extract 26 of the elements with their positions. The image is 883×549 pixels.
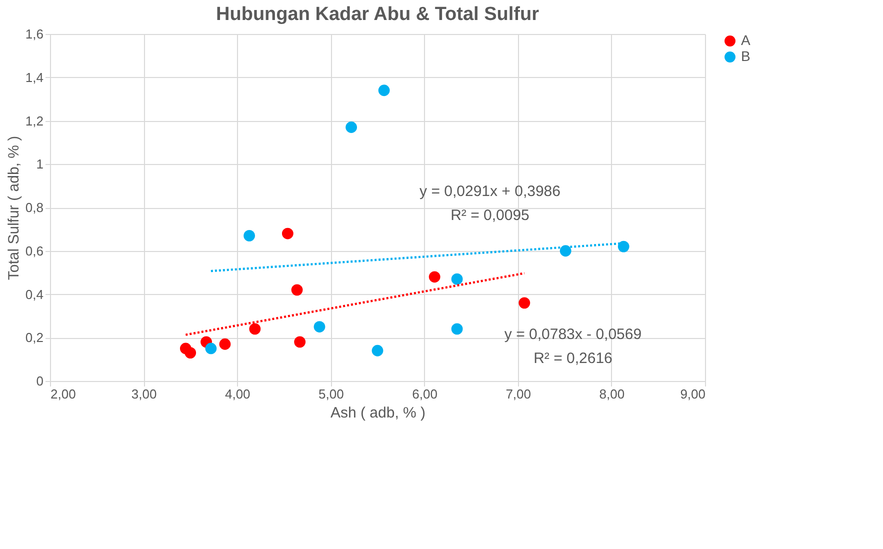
y-tick-label: 0,8 — [25, 200, 44, 215]
x-tick-label: 5,00 — [318, 386, 344, 402]
legend-label: A — [741, 32, 751, 48]
x-axis-title: Ash ( adb, % ) — [330, 404, 426, 422]
y-axis-title: Total Sulfur ( adb, % ) — [5, 136, 22, 280]
annotation: R² = 0,2616 — [534, 350, 612, 367]
annotation: y = 0,0783x - 0,0569 — [504, 326, 642, 343]
y-tick-label: 0,2 — [25, 330, 44, 346]
x-tick-label: 9,00 — [680, 386, 706, 402]
x-tick-label: 2,00 — [50, 386, 76, 402]
x-tick-label: 7,00 — [506, 386, 532, 402]
y-tick-label: 0,4 — [25, 286, 44, 302]
x-tick-label: 8,00 — [599, 386, 625, 402]
y-tick-label: 0 — [36, 374, 44, 388]
annotation: y = 0,0291x + 0,3986 — [420, 183, 560, 200]
y-tick-label: 0,6 — [25, 243, 44, 258]
chart-title: Hubungan Kadar Abu & Total Sulfur — [216, 4, 540, 25]
x-tick-label: 6,00 — [412, 386, 438, 402]
y-tick-label: 1,2 — [25, 113, 44, 128]
y-tick-label: 1 — [36, 156, 44, 172]
annotation: R² = 0,0095 — [450, 207, 530, 224]
legend-label: B — [741, 48, 750, 64]
x-tick-label: 3,00 — [131, 386, 157, 402]
y-tick-label: 1,4 — [25, 70, 44, 85]
x-tick-label: 4,00 — [224, 386, 250, 402]
y-tick-label: 1,6 — [25, 26, 44, 42]
